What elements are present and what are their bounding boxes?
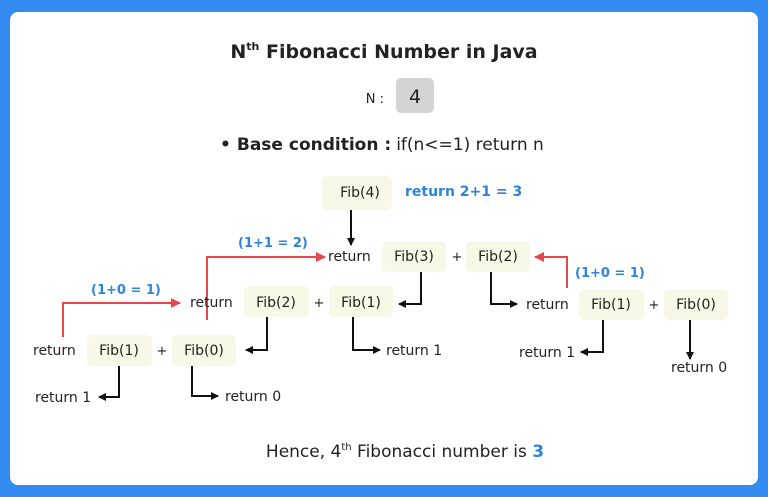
red-return-arrow [62, 298, 181, 337]
arrow [580, 320, 604, 356]
result-label: (1+1 = 2) [238, 236, 308, 251]
plus-sign: + [314, 296, 325, 311]
return-value: return 1 [386, 343, 442, 359]
node-fib4 [322, 176, 392, 210]
return-value: return 0 [671, 360, 727, 376]
node-label: Fib(1) [341, 295, 381, 311]
result-label: (1+0 = 1) [91, 283, 161, 298]
node-label: Fib(2) [478, 249, 518, 265]
arrow [191, 366, 219, 400]
node-fib2 [244, 286, 309, 317]
result-label: (1+0 = 1) [575, 266, 645, 281]
node-label: Fib(0) [184, 343, 224, 359]
n-value: 4 [409, 86, 421, 108]
arrow [352, 317, 381, 354]
base-condition: • Base condition : if(n<=1) return n [220, 135, 544, 155]
node-fib1 [579, 289, 644, 320]
node-fib0 [664, 289, 728, 320]
conclusion: Hence, 4th Fibonacci number is 3 [266, 442, 544, 462]
node-label: Fib(2) [256, 295, 296, 311]
arrow [398, 272, 422, 308]
return-value: return 1 [519, 345, 575, 361]
root-result: return 2+1 = 3 [405, 184, 522, 200]
arrow [245, 317, 268, 354]
return-text: return [328, 249, 371, 265]
plus-sign: + [649, 298, 660, 313]
n-label: N : [366, 92, 384, 107]
node-label: Fib(1) [591, 297, 631, 313]
return-text: return [526, 297, 569, 313]
node-label: Fib(0) [676, 297, 716, 313]
red-return-arrow [206, 252, 326, 320]
return-text: return [33, 343, 76, 359]
n-value-box [396, 78, 434, 113]
node-fib0 [172, 335, 236, 366]
arrow [98, 366, 120, 401]
page-title: Nth Fibonacci Number in Java [230, 40, 537, 63]
return-value: return 0 [225, 389, 281, 405]
plus-sign: + [157, 344, 168, 359]
node-label: Fib(3) [394, 249, 434, 265]
return-text: return [190, 295, 233, 311]
node-fib1 [87, 335, 152, 366]
node-label: Fib(1) [99, 343, 139, 359]
plus-sign: + [452, 250, 463, 265]
node-fib3 [382, 241, 446, 272]
red-return-arrow [534, 252, 568, 288]
return-value: return 1 [35, 390, 91, 406]
node-fib1 [329, 286, 393, 317]
arrow [490, 272, 518, 308]
node-fib2 [466, 241, 530, 272]
node-fib4-label: Fib(4) [340, 185, 380, 201]
